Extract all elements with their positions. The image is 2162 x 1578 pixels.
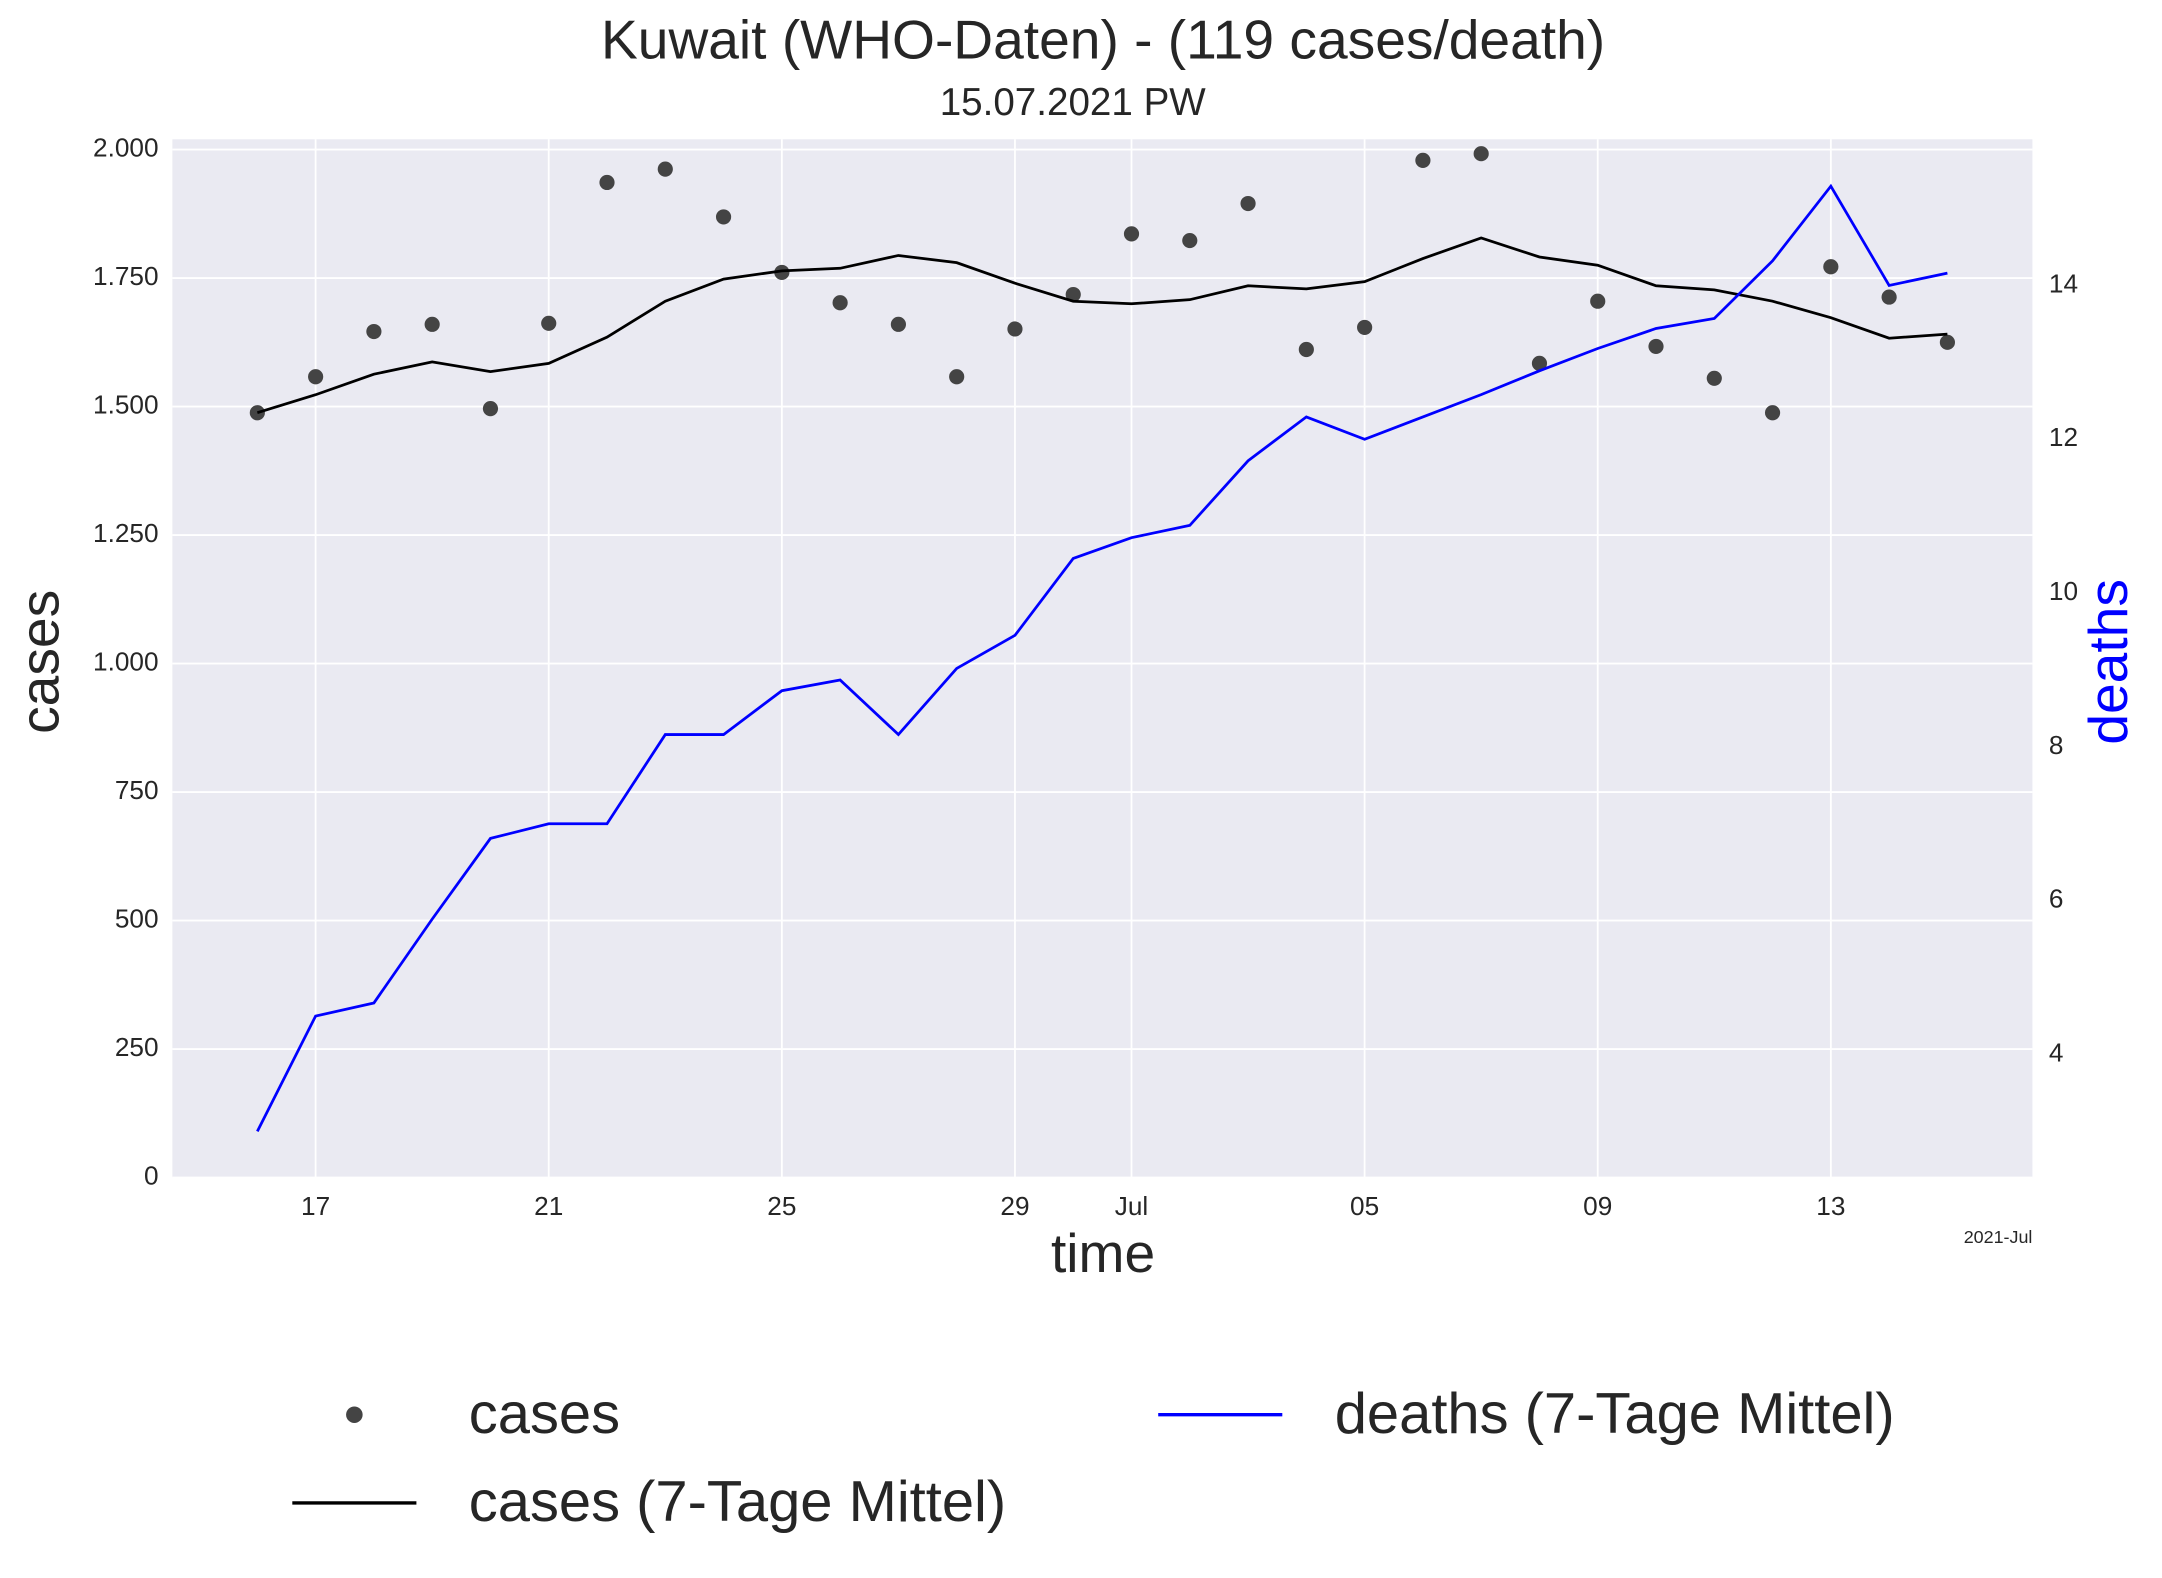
data-point	[1881, 289, 1897, 305]
y-tick-label: 0	[144, 1160, 159, 1190]
data-point	[366, 323, 382, 340]
data-point	[1939, 334, 1955, 350]
data-point	[1007, 321, 1023, 337]
x-tick-label: 09	[1583, 1191, 1612, 1221]
data-point	[1298, 341, 1314, 358]
data-point	[541, 315, 557, 331]
y2-axis-label: deaths	[2077, 579, 2139, 745]
plot-background	[172, 139, 2033, 1178]
chart-subtitle: 15.07.2021 PW	[940, 81, 1207, 124]
data-point	[599, 174, 615, 191]
data-line	[256, 183, 1948, 1133]
data-point	[249, 405, 265, 421]
data-point	[774, 264, 790, 281]
chart-title: Kuwait (WHO-Daten) - (119 cases/death)	[601, 9, 1605, 71]
x-tick-label: 25	[767, 1191, 796, 1221]
y2-tick-label: 4	[2049, 1037, 2064, 1067]
data-point	[1648, 338, 1664, 355]
y-tick-label: 250	[115, 1032, 159, 1062]
x-tick-label: Jul	[1115, 1191, 1148, 1221]
data-point	[1357, 319, 1373, 336]
y-tick-label: 2.000	[93, 132, 159, 162]
data-point	[1823, 259, 1839, 275]
y2-tick-label: 8	[2049, 730, 2064, 760]
data-point	[1065, 286, 1081, 303]
legend-label: deaths (7-Tage Mittel)	[1335, 1382, 1895, 1446]
x-axis-label: time	[1051, 1222, 1155, 1284]
data-point	[1123, 226, 1140, 242]
y-tick-label: 500	[115, 903, 159, 933]
x-tick-label: 13	[1816, 1191, 1845, 1221]
data-point	[949, 369, 965, 385]
x-tick-label: 21	[534, 1191, 563, 1221]
y-axis-label: cases	[9, 590, 71, 734]
data-point	[1531, 355, 1548, 371]
data-point	[1182, 232, 1198, 249]
data-point	[1240, 195, 1256, 212]
legend-marker	[346, 1406, 363, 1423]
y-tick-label: 1.750	[93, 261, 159, 291]
data-point	[1706, 370, 1722, 386]
data-line	[256, 236, 1948, 415]
y-tick-label: 1.000	[93, 646, 159, 676]
data-point	[482, 401, 499, 417]
legend-label: cases	[469, 1382, 620, 1446]
data-point	[657, 161, 673, 177]
data-point	[1590, 293, 1606, 309]
data-point	[1415, 152, 1431, 168]
data-point	[1473, 146, 1489, 162]
y2-tick-label: 12	[2049, 422, 2078, 452]
legend-label: cases (7-Tage Mittel)	[469, 1470, 1006, 1534]
data-point	[715, 209, 732, 225]
data-point	[832, 295, 848, 311]
y-tick-label: 1.500	[93, 389, 159, 419]
data-point	[308, 369, 324, 385]
x-tick-label: 29	[1000, 1191, 1029, 1221]
data-point	[1764, 405, 1781, 421]
y-tick-label: 750	[115, 775, 159, 805]
y-tick-label: 1.250	[93, 518, 159, 548]
x-offset-label: 2021-Jul	[1964, 1227, 2033, 1247]
data-point	[890, 316, 906, 332]
x-tick-label: 05	[1350, 1191, 1379, 1221]
x-tick-label: 17	[301, 1191, 330, 1221]
y2-tick-label: 6	[2049, 884, 2064, 914]
y2-tick-label: 10	[2049, 576, 2078, 606]
y2-tick-label: 14	[2049, 268, 2078, 298]
data-point	[424, 316, 440, 332]
